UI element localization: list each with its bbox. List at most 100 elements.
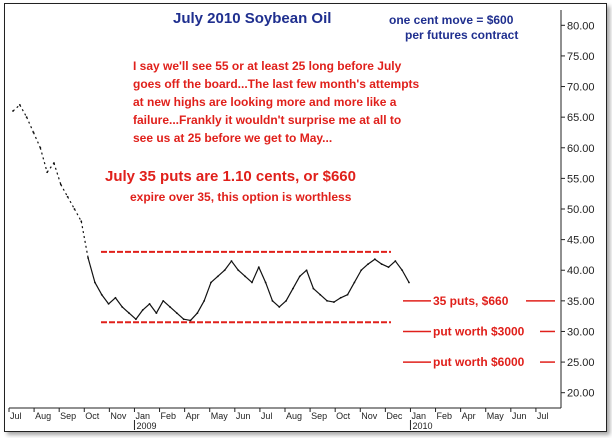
price-point	[53, 162, 55, 164]
price-segment	[155, 300, 164, 314]
price-point	[12, 110, 14, 112]
price-point	[401, 269, 404, 272]
x-tick-label: Jul	[10, 411, 22, 421]
price-segment	[53, 162, 62, 185]
price-point	[162, 299, 165, 302]
x-tick-label: Nov	[110, 411, 127, 421]
price-segment	[367, 258, 376, 265]
price-segment	[128, 312, 137, 320]
price-segment	[299, 269, 307, 277]
price-point	[155, 312, 158, 314]
price-segment	[169, 306, 178, 314]
chart-subtitle-line-1: one cent move = $600	[389, 13, 514, 27]
price-segment	[32, 132, 41, 149]
price-segment	[217, 269, 226, 277]
price-segment	[176, 312, 185, 320]
price-segment	[333, 297, 342, 303]
price-point	[394, 260, 397, 262]
reference-label: put worth $3000	[433, 324, 525, 338]
price-point	[278, 306, 281, 308]
price-point	[298, 275, 301, 278]
y-tick-label: 65.00	[567, 112, 595, 124]
price-point	[367, 263, 369, 266]
price-point	[285, 299, 288, 302]
price-segment	[306, 270, 314, 289]
chart-frame: 35 puts, $660 put worth $3000 put worth $6…	[4, 3, 607, 432]
x-tick-label: Jun	[236, 411, 251, 421]
price-segment	[162, 300, 171, 308]
x-year-label: 2010	[412, 421, 432, 431]
y-tick-label: 30.00	[567, 326, 595, 338]
price-point	[141, 309, 144, 311]
price-segment	[326, 300, 335, 303]
price-segment	[401, 269, 410, 283]
x-tick-label: Aug	[286, 411, 302, 421]
y-tick-label: 50.00	[567, 204, 595, 216]
price-point	[196, 312, 199, 314]
x-tick-label: Dec	[386, 411, 403, 421]
price-point	[175, 312, 178, 314]
price-segment	[19, 104, 28, 118]
price-segment	[60, 184, 69, 198]
x-tick-label: Aug	[35, 411, 51, 421]
price-segment	[108, 297, 116, 305]
x-tick-label: Sep	[60, 411, 76, 421]
price-point	[326, 299, 328, 302]
price-point	[373, 258, 376, 261]
x-tick-label: May	[487, 411, 505, 421]
price-point	[380, 263, 383, 266]
commentary-line-3: at new highs are looking more and more l…	[133, 95, 397, 109]
price-point	[346, 293, 349, 296]
price-point	[237, 269, 240, 272]
y-tick-label: 25.00	[567, 357, 595, 369]
y-tick-label: 45.00	[567, 235, 595, 247]
x-tick-label: Jul	[261, 411, 273, 421]
price-point	[189, 319, 192, 322]
price-segment	[224, 260, 232, 271]
price-segment	[285, 288, 294, 302]
x-tick-label: Sep	[311, 411, 327, 421]
commentary-line-4: failure...Frankly it wouldn't surprise m…	[133, 113, 402, 127]
chart-canvas: 35 puts, $660 put worth $3000 put worth $6…	[8, 10, 595, 431]
price-segment	[114, 297, 123, 308]
price-point	[148, 303, 151, 305]
price-point	[114, 296, 117, 299]
y-tick-label: 75.00	[567, 51, 595, 63]
price-point	[223, 269, 226, 272]
price-point	[18, 104, 21, 106]
price-point	[257, 266, 260, 269]
price-point	[107, 303, 110, 305]
price-point	[128, 312, 130, 314]
price-segment	[87, 257, 96, 283]
price-segment	[381, 263, 389, 268]
price-point	[73, 208, 76, 210]
price-segment	[135, 309, 144, 320]
price-segment	[292, 276, 301, 289]
x-tick-label: Jun	[512, 411, 527, 421]
price-point	[332, 301, 335, 303]
price-segment	[244, 275, 253, 283]
y-tick-label: 60.00	[567, 143, 595, 155]
x-tick-label: Jan	[135, 411, 150, 421]
price-segment	[67, 196, 75, 210]
price-segment	[394, 260, 403, 271]
commentary-line-1: I say we'll see 55 or at least 25 long b…	[133, 59, 402, 73]
price-point	[203, 299, 206, 302]
price-segment	[237, 269, 246, 277]
price-segment	[94, 282, 103, 296]
y-tick-label: 80.00	[567, 20, 595, 32]
price-segment	[73, 208, 82, 222]
price-point	[66, 195, 69, 198]
price-point	[134, 318, 137, 321]
price-segment	[12, 104, 21, 112]
price-point	[251, 281, 253, 284]
x-tick-label: Oct	[336, 411, 351, 421]
x-tick-label: Jan	[411, 411, 426, 421]
price-segment	[101, 294, 110, 305]
price-point	[339, 296, 342, 299]
price-segment	[347, 282, 355, 296]
price-point	[169, 306, 171, 308]
price-point	[360, 269, 363, 272]
price-segment	[39, 147, 48, 173]
price-point	[32, 131, 35, 134]
